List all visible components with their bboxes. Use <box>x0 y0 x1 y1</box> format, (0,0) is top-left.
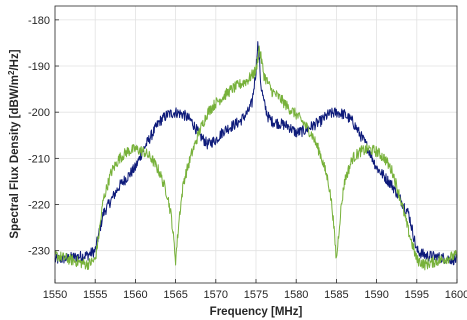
x-tick-label: 1565 <box>163 289 187 301</box>
y-axis-title-sup: 2 <box>7 70 16 75</box>
y-tick-label: -230 <box>28 246 50 258</box>
x-tick-label: 1595 <box>405 289 429 301</box>
series-group <box>54 41 458 271</box>
x-tick-label: 1555 <box>83 289 107 301</box>
x-axis-ticks: 1550 1555 1560 1565 1570 1575 1580 1585 1590 1595… <box>43 279 467 301</box>
y-axis-title-main: Spectral Flux Density [dBW/m <box>9 75 21 239</box>
x-tick-label: 1585 <box>324 289 348 301</box>
y-axis-ticks: -180 -190 -200 -210 -220 -230 <box>28 15 59 258</box>
y-tick-label: -180 <box>28 15 50 27</box>
y-axis-title: Spectral Flux Density [dBW/m2/Hz] <box>7 49 21 238</box>
x-axis-title: Frequency [MHz] <box>210 306 303 318</box>
y-tick-label: -200 <box>28 107 50 119</box>
x-tick-label: 1570 <box>204 289 228 301</box>
x-tick-label: 1550 <box>43 289 67 301</box>
x-tick-label: 1575 <box>244 289 268 301</box>
y-tick-label: -220 <box>28 200 50 212</box>
y-axis-title-end: /Hz] <box>9 49 21 70</box>
series-line-1 <box>54 41 458 266</box>
x-tick-label: 1560 <box>123 289 147 301</box>
y-tick-label: -190 <box>28 61 50 73</box>
y-tick-label: -210 <box>28 153 50 165</box>
x-tick-label: 1580 <box>284 289 308 301</box>
x-tick-label: 1600 <box>445 289 467 301</box>
series-line-2 <box>54 45 458 271</box>
x-tick-label: 1590 <box>364 289 388 301</box>
